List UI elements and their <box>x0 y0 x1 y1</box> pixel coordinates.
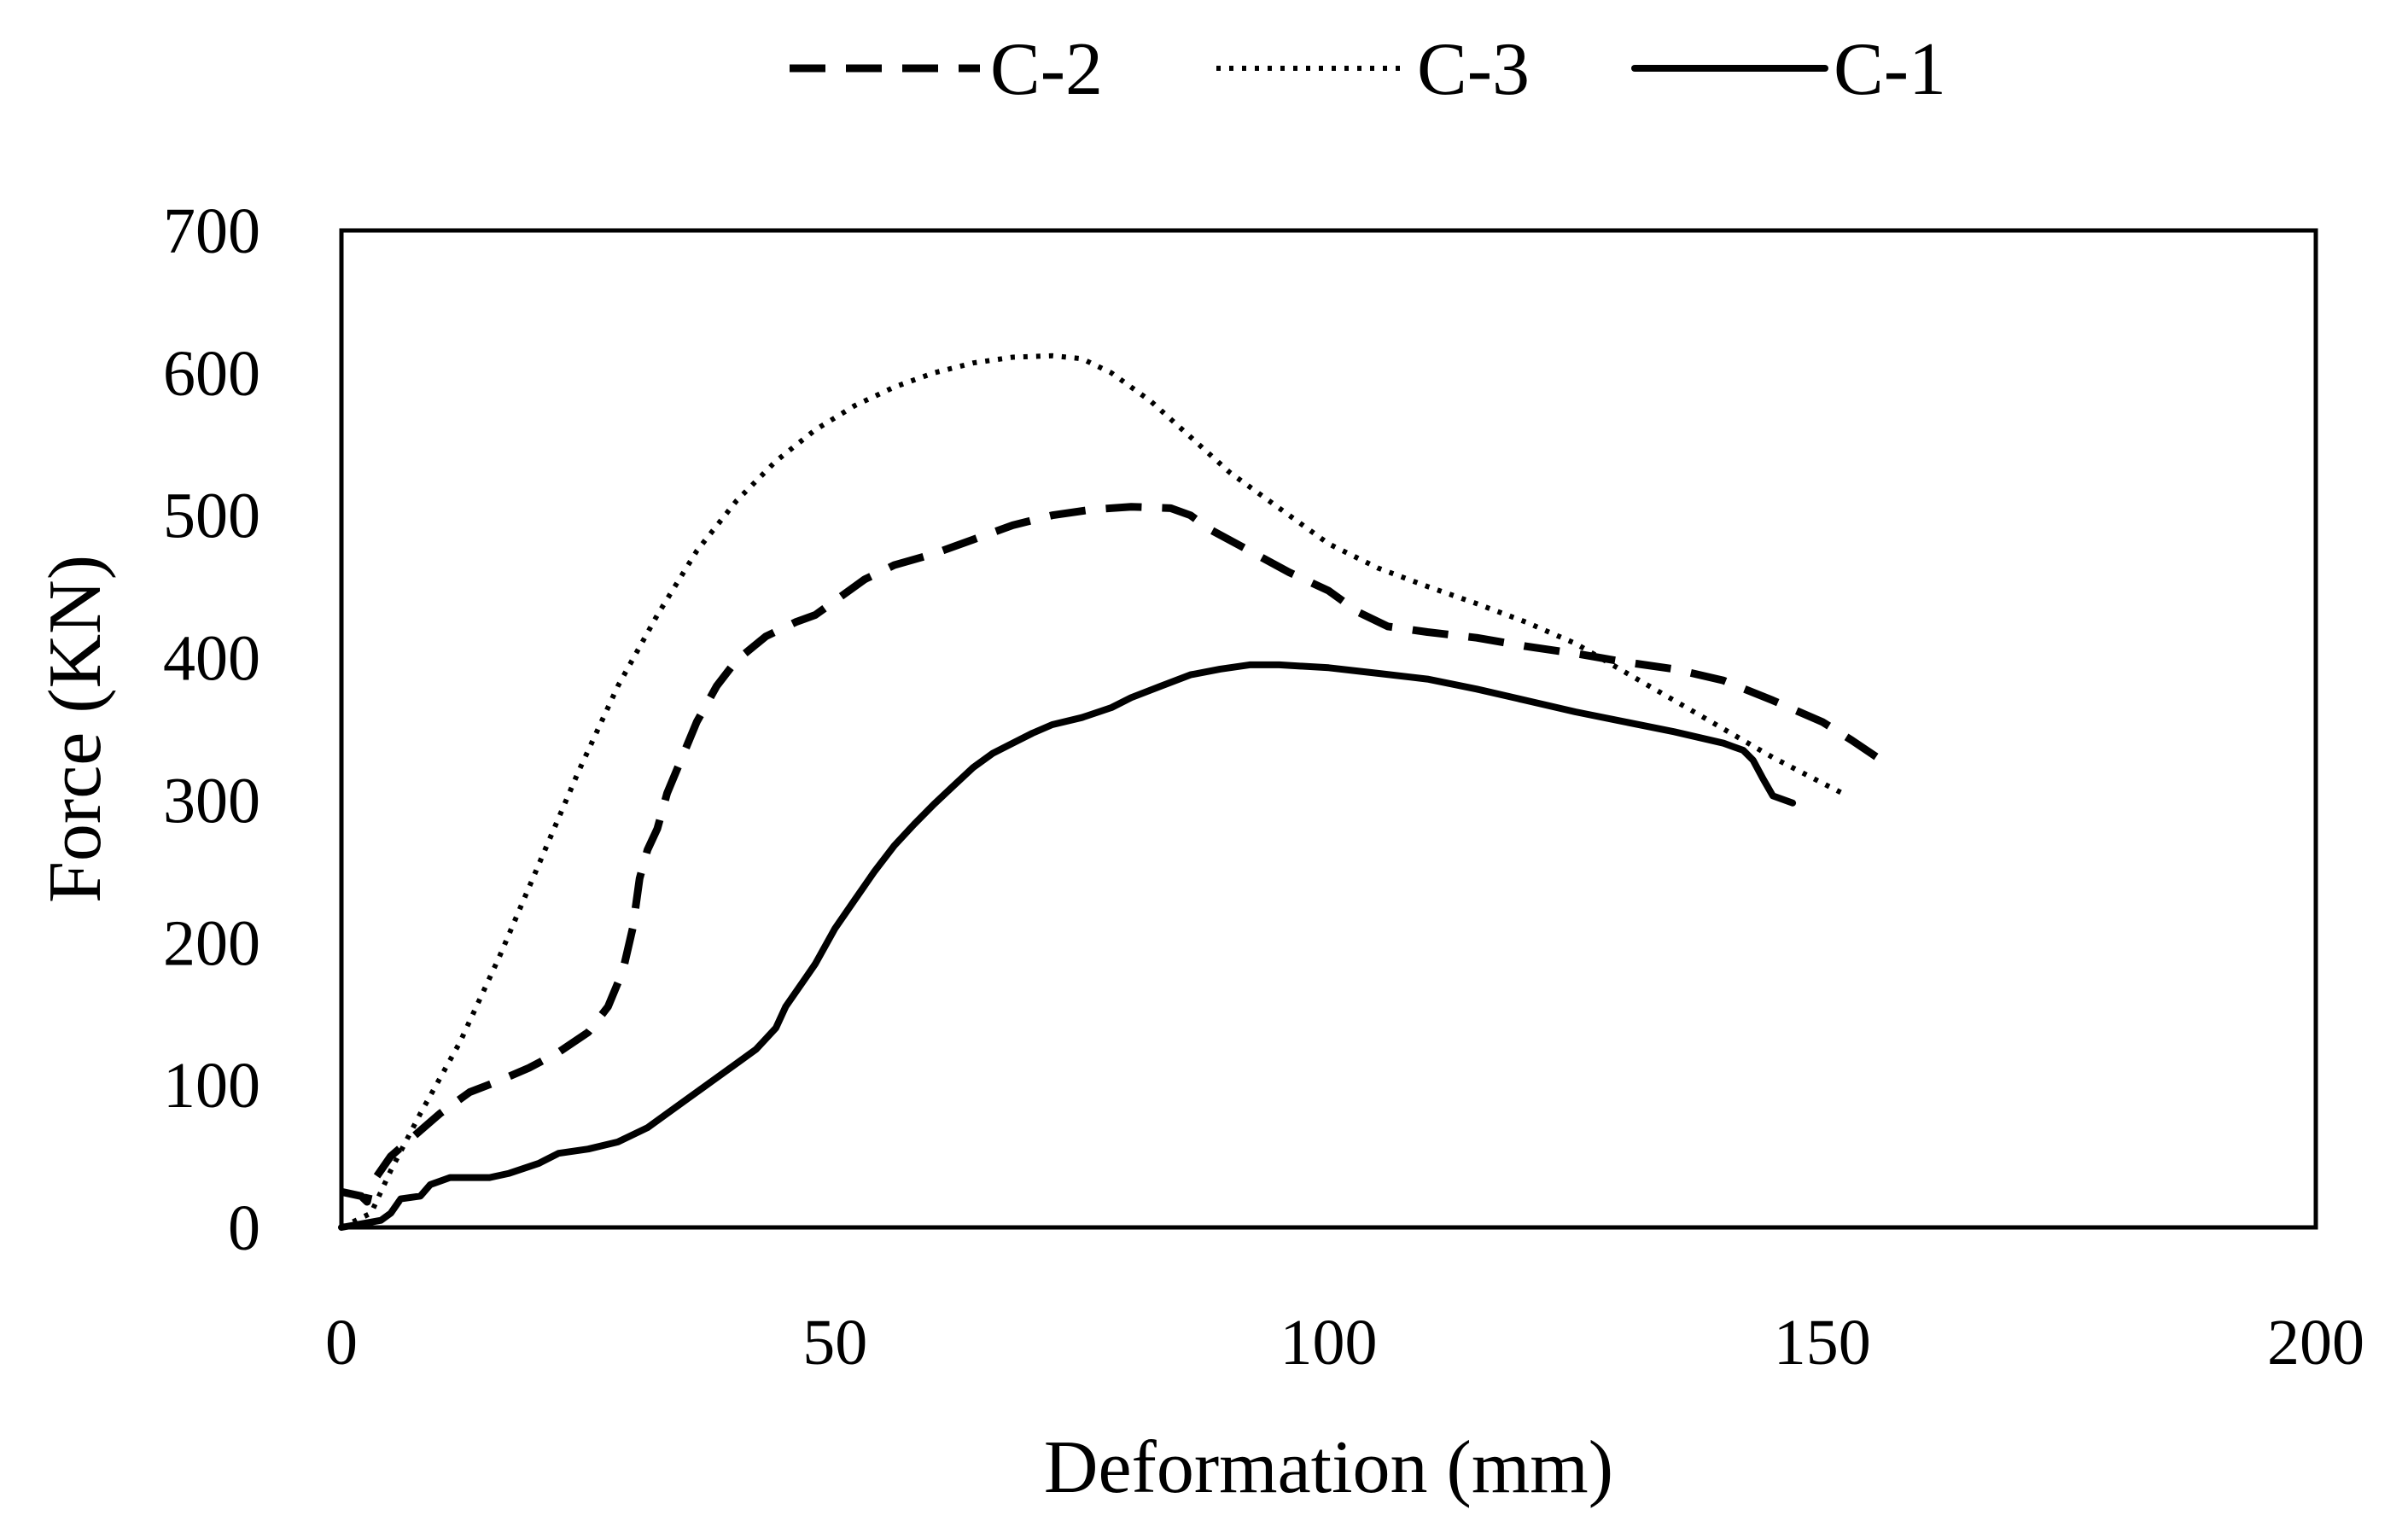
series-line-c-1 <box>338 661 1797 1231</box>
y-tick-label: 400 <box>163 623 260 695</box>
series-line-c-3 <box>340 353 1844 1230</box>
x-tick-label: 200 <box>2267 1307 2364 1378</box>
x-axis-ticks: 0 50 100 150 200 <box>325 1307 2364 1378</box>
x-tick-label: 0 <box>325 1307 358 1378</box>
y-tick-label: 500 <box>163 481 260 552</box>
legend-label-c-1: C-1 <box>1834 28 1946 111</box>
y-tick-label: 100 <box>163 1050 260 1122</box>
y-tick-label: 700 <box>163 195 260 267</box>
y-tick-label: 0 <box>228 1192 260 1264</box>
x-tick-label: 100 <box>1280 1307 1378 1378</box>
series-line-c-2 <box>341 503 1884 1206</box>
x-tick-label: 50 <box>802 1307 867 1378</box>
legend: C-2 C-3 C-1 <box>790 28 1946 111</box>
y-tick-label: 200 <box>163 907 260 979</box>
plot-frame <box>339 228 2318 1230</box>
y-axis-title: Force (KN) <box>34 555 117 903</box>
series-layer <box>338 353 1884 1231</box>
x-tick-label: 150 <box>1774 1307 1871 1378</box>
legend-label-c-3: C-3 <box>1417 28 1530 111</box>
x-axis-title: Deformation (mm) <box>1044 1426 1613 1509</box>
y-axis-ticks: 0 100 200 300 400 500 600 700 <box>163 195 260 1264</box>
y-tick-label: 600 <box>163 338 260 410</box>
y-tick-label: 300 <box>163 765 260 836</box>
legend-label-c-2: C-2 <box>990 28 1103 111</box>
